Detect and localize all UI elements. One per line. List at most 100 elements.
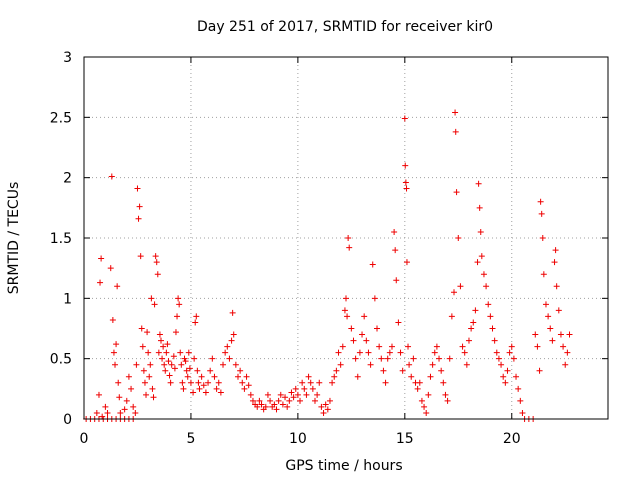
data-point <box>324 406 331 413</box>
data-point <box>474 259 481 266</box>
data-point <box>114 283 121 290</box>
data-point <box>153 259 160 266</box>
data-point <box>483 283 490 290</box>
data-point <box>190 389 197 396</box>
data-point <box>322 401 329 408</box>
data-point <box>451 289 458 296</box>
data-point <box>361 313 368 320</box>
data-point <box>97 279 104 286</box>
data-point <box>307 379 314 386</box>
data-point <box>540 271 547 278</box>
data-point <box>215 379 222 386</box>
data-point <box>166 372 173 379</box>
data-point <box>402 179 409 186</box>
data-point <box>414 385 421 392</box>
data-point <box>154 271 161 278</box>
data-point <box>267 397 274 404</box>
data-point <box>290 394 297 401</box>
data-point <box>421 403 428 410</box>
data-point <box>107 265 114 272</box>
data-point <box>457 283 464 290</box>
data-point <box>133 361 140 368</box>
data-point <box>157 337 164 344</box>
data-point <box>130 403 137 410</box>
data-point <box>365 349 372 356</box>
data-point <box>258 401 265 408</box>
data-point <box>205 379 212 386</box>
data-point <box>262 403 269 410</box>
y-tick-label: 3 <box>63 50 72 66</box>
data-point <box>175 295 182 302</box>
data-point <box>519 409 526 416</box>
data-point <box>318 403 325 410</box>
data-point <box>167 379 174 386</box>
x-tick-label: 5 <box>186 431 195 447</box>
data-point <box>453 189 460 196</box>
data-point <box>487 313 494 320</box>
data-point <box>344 313 351 320</box>
data-point <box>144 329 151 336</box>
data-point <box>423 409 430 416</box>
x-axis-label: GPS time / hours <box>285 458 402 474</box>
data-point <box>108 173 115 180</box>
data-point <box>402 162 409 169</box>
data-point <box>139 343 146 350</box>
data-point <box>121 406 128 413</box>
data-point <box>301 385 308 392</box>
data-point <box>391 228 398 235</box>
data-point <box>247 391 254 398</box>
data-point <box>194 367 201 374</box>
data-point <box>551 259 558 266</box>
data-point <box>346 244 353 251</box>
data-point <box>170 353 177 360</box>
data-point <box>408 373 415 380</box>
data-point <box>461 349 468 356</box>
data-point <box>284 403 291 410</box>
data-point <box>545 313 552 320</box>
data-point <box>222 349 229 356</box>
data-point <box>403 185 410 192</box>
data-point <box>229 309 236 316</box>
data-point <box>547 325 554 332</box>
data-point <box>271 401 278 408</box>
data-point <box>241 385 248 392</box>
data-point <box>376 343 383 350</box>
data-point <box>171 365 178 372</box>
data-point <box>491 337 498 344</box>
data-point <box>455 235 462 241</box>
data-point <box>174 313 181 320</box>
data-point <box>183 367 190 374</box>
data-point <box>431 349 438 356</box>
data-point <box>425 391 432 398</box>
data-point <box>299 379 306 386</box>
data-point <box>416 379 423 386</box>
data-point <box>102 403 109 410</box>
data-point <box>538 210 545 217</box>
data-point <box>143 391 150 398</box>
data-point <box>452 128 459 135</box>
data-point <box>552 247 559 254</box>
data-point <box>198 373 205 380</box>
data-point <box>180 385 187 392</box>
data-point <box>442 391 449 398</box>
data-point <box>165 358 172 365</box>
data-point <box>113 341 120 348</box>
data-point <box>345 235 352 241</box>
data-point <box>485 301 492 308</box>
data-point <box>137 253 144 260</box>
data-point <box>452 109 459 116</box>
data-point <box>288 389 295 396</box>
data-point <box>217 389 224 396</box>
data-point <box>448 313 455 320</box>
data-point <box>185 349 192 356</box>
data-point <box>406 361 413 368</box>
data-point <box>277 391 284 398</box>
data-point <box>182 358 189 365</box>
data-point <box>369 261 376 268</box>
x-tick-label: 10 <box>289 431 307 447</box>
data-point <box>367 361 374 368</box>
data-point <box>202 389 209 396</box>
data-point <box>110 349 117 356</box>
data-point <box>226 355 233 362</box>
data-point <box>393 277 400 284</box>
